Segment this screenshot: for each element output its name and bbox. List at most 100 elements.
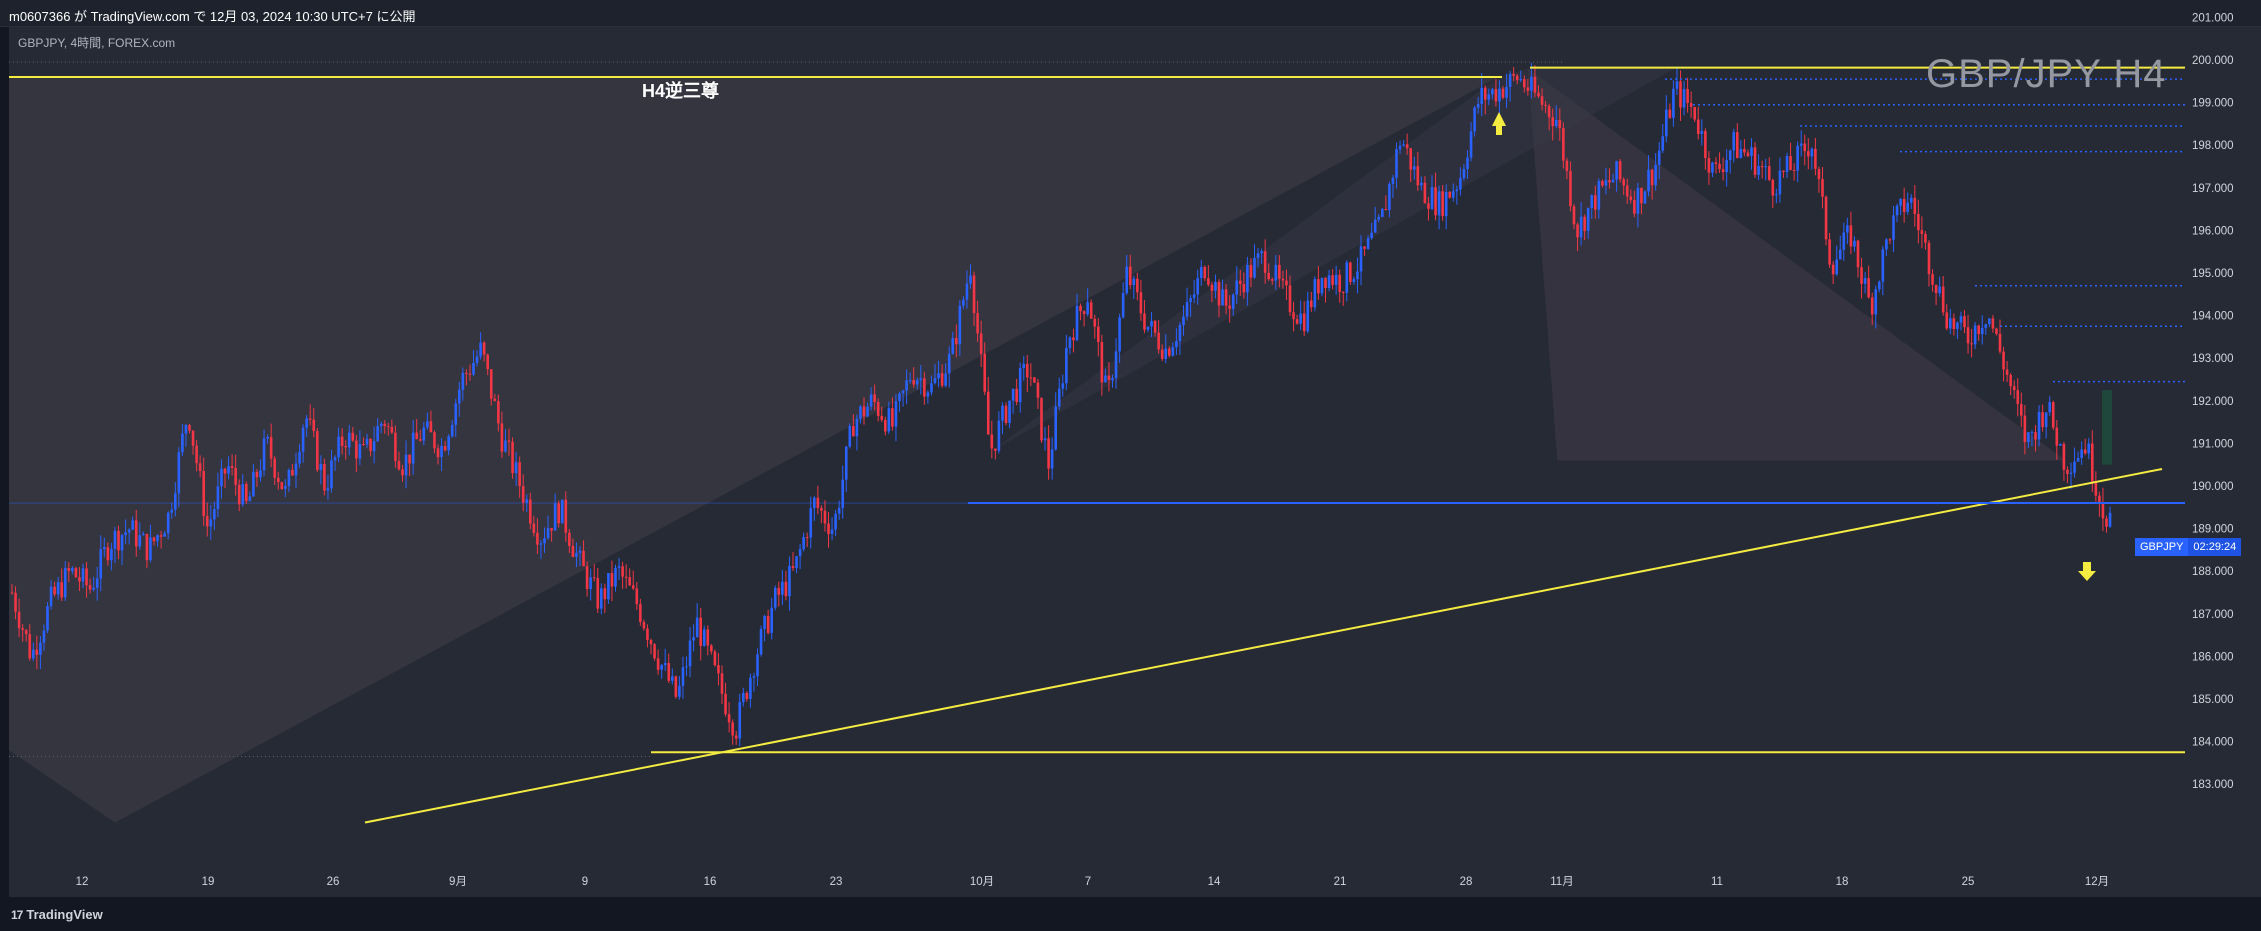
candle-body xyxy=(1270,279,1274,281)
candle-body xyxy=(1214,281,1217,291)
candle-body xyxy=(1231,294,1235,309)
candle-body xyxy=(362,444,365,446)
candle-body xyxy=(887,408,891,432)
candle-body xyxy=(1814,148,1817,169)
candle-body xyxy=(834,513,837,530)
candle-body xyxy=(1700,131,1704,134)
candle-body xyxy=(394,432,397,461)
candle-body xyxy=(706,629,710,646)
candle-body xyxy=(198,463,202,472)
candle-body xyxy=(1239,280,1242,284)
candle-body xyxy=(35,649,39,655)
candle-body xyxy=(1384,208,1388,211)
candle-body xyxy=(195,445,198,464)
x-tick-label: 25 xyxy=(1962,876,1975,888)
y-tick-label: 193.000 xyxy=(2192,353,2234,365)
candle-body xyxy=(1558,119,1562,128)
candle-body xyxy=(411,432,415,464)
x-tick-label: 12月 xyxy=(2085,876,2109,888)
candle-body xyxy=(2051,402,2055,428)
candle-body xyxy=(2098,495,2101,503)
candle-body xyxy=(1906,202,1909,212)
candle-body xyxy=(49,586,53,607)
candle-body xyxy=(678,685,681,697)
candle-body xyxy=(958,305,962,345)
candle-body xyxy=(1207,278,1210,285)
candle-body xyxy=(1388,183,1391,211)
candle-body xyxy=(1331,275,1334,285)
candle-body xyxy=(578,550,582,553)
candle-body xyxy=(919,378,923,381)
candle-body xyxy=(316,431,319,470)
candle-body xyxy=(1466,157,1469,170)
candle-body xyxy=(127,529,131,533)
candle-body xyxy=(177,452,181,494)
price-axis[interactable] xyxy=(2185,27,2261,897)
candle-body xyxy=(170,509,174,513)
candle-body xyxy=(1345,262,1349,293)
candle-body xyxy=(550,528,553,531)
candle-body xyxy=(600,588,603,609)
candle-body xyxy=(326,488,330,491)
candle-body xyxy=(891,408,894,427)
candle-body xyxy=(1168,348,1171,356)
candle-body xyxy=(507,440,511,442)
candle-body xyxy=(1892,215,1895,240)
candle-body xyxy=(940,373,944,386)
y-tick-label: 197.000 xyxy=(2192,183,2234,195)
candle-body xyxy=(1452,191,1455,198)
candle-body xyxy=(1917,213,1920,231)
candle-body xyxy=(1991,318,1995,329)
candle-body xyxy=(46,606,49,631)
candle-body xyxy=(237,484,241,505)
candle-body xyxy=(1572,206,1576,225)
candle-body xyxy=(1324,277,1327,289)
candle-body xyxy=(1480,87,1483,104)
candle-body xyxy=(560,499,564,524)
candle-body xyxy=(596,577,600,609)
candle-body xyxy=(74,568,78,578)
candle-body xyxy=(1547,106,1551,118)
candle-body xyxy=(607,573,610,600)
candle-body xyxy=(1714,162,1718,165)
candle-body xyxy=(759,628,763,655)
candle-body xyxy=(1952,318,1956,330)
candle-body xyxy=(415,432,418,440)
candle-body xyxy=(884,419,887,432)
candle-body xyxy=(1256,253,1260,258)
candle-body xyxy=(2012,386,2016,391)
candle-body xyxy=(1586,208,1590,232)
candle-body xyxy=(820,507,823,511)
candle-body xyxy=(1679,81,1682,108)
candle-body xyxy=(536,532,539,545)
candle-body xyxy=(71,568,74,571)
candle-body xyxy=(447,436,450,451)
candle-body xyxy=(1164,348,1168,359)
candle-body xyxy=(1420,182,1423,186)
candle-body xyxy=(1444,191,1448,217)
candle-body xyxy=(628,577,631,586)
candle-body xyxy=(436,448,440,458)
candle-body xyxy=(1810,148,1814,157)
x-tick-label: 12 xyxy=(76,876,89,888)
candle-body xyxy=(1959,316,1963,323)
candle-body xyxy=(1359,246,1363,272)
rising-trendline xyxy=(364,467,2163,824)
pattern-zone-left xyxy=(9,77,1499,823)
candle-body xyxy=(67,568,71,571)
candle-body xyxy=(1224,289,1228,306)
candle-body xyxy=(156,535,159,542)
candle-body xyxy=(1533,76,1537,93)
candle-body xyxy=(301,427,305,452)
candle-body xyxy=(1118,317,1121,352)
candle-body xyxy=(1775,194,1778,196)
candle-body xyxy=(1292,312,1295,320)
candle-body xyxy=(1831,264,1835,275)
candle-body xyxy=(1565,160,1569,172)
candle-body xyxy=(2108,512,2112,527)
candle-body xyxy=(404,454,408,476)
candle-body xyxy=(546,528,550,539)
tradingview-logo[interactable]: 17 TradingView xyxy=(11,907,103,922)
top-bar: m0607366 が TradingView.com で 12月 03, 202… xyxy=(0,0,2261,27)
